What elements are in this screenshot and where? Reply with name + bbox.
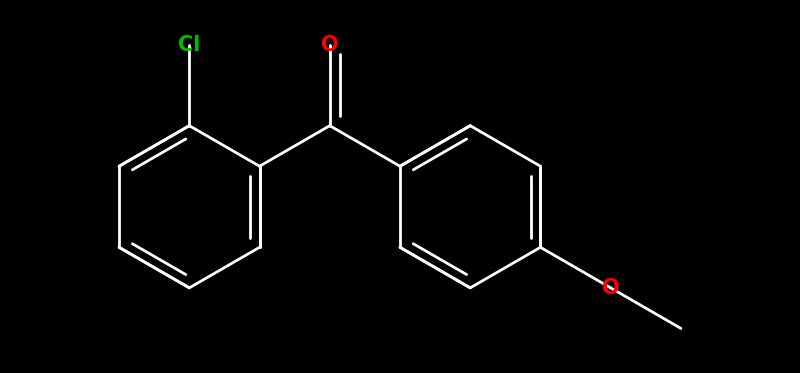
Text: O: O <box>602 278 619 298</box>
Text: Cl: Cl <box>178 35 201 54</box>
Text: O: O <box>321 35 338 54</box>
